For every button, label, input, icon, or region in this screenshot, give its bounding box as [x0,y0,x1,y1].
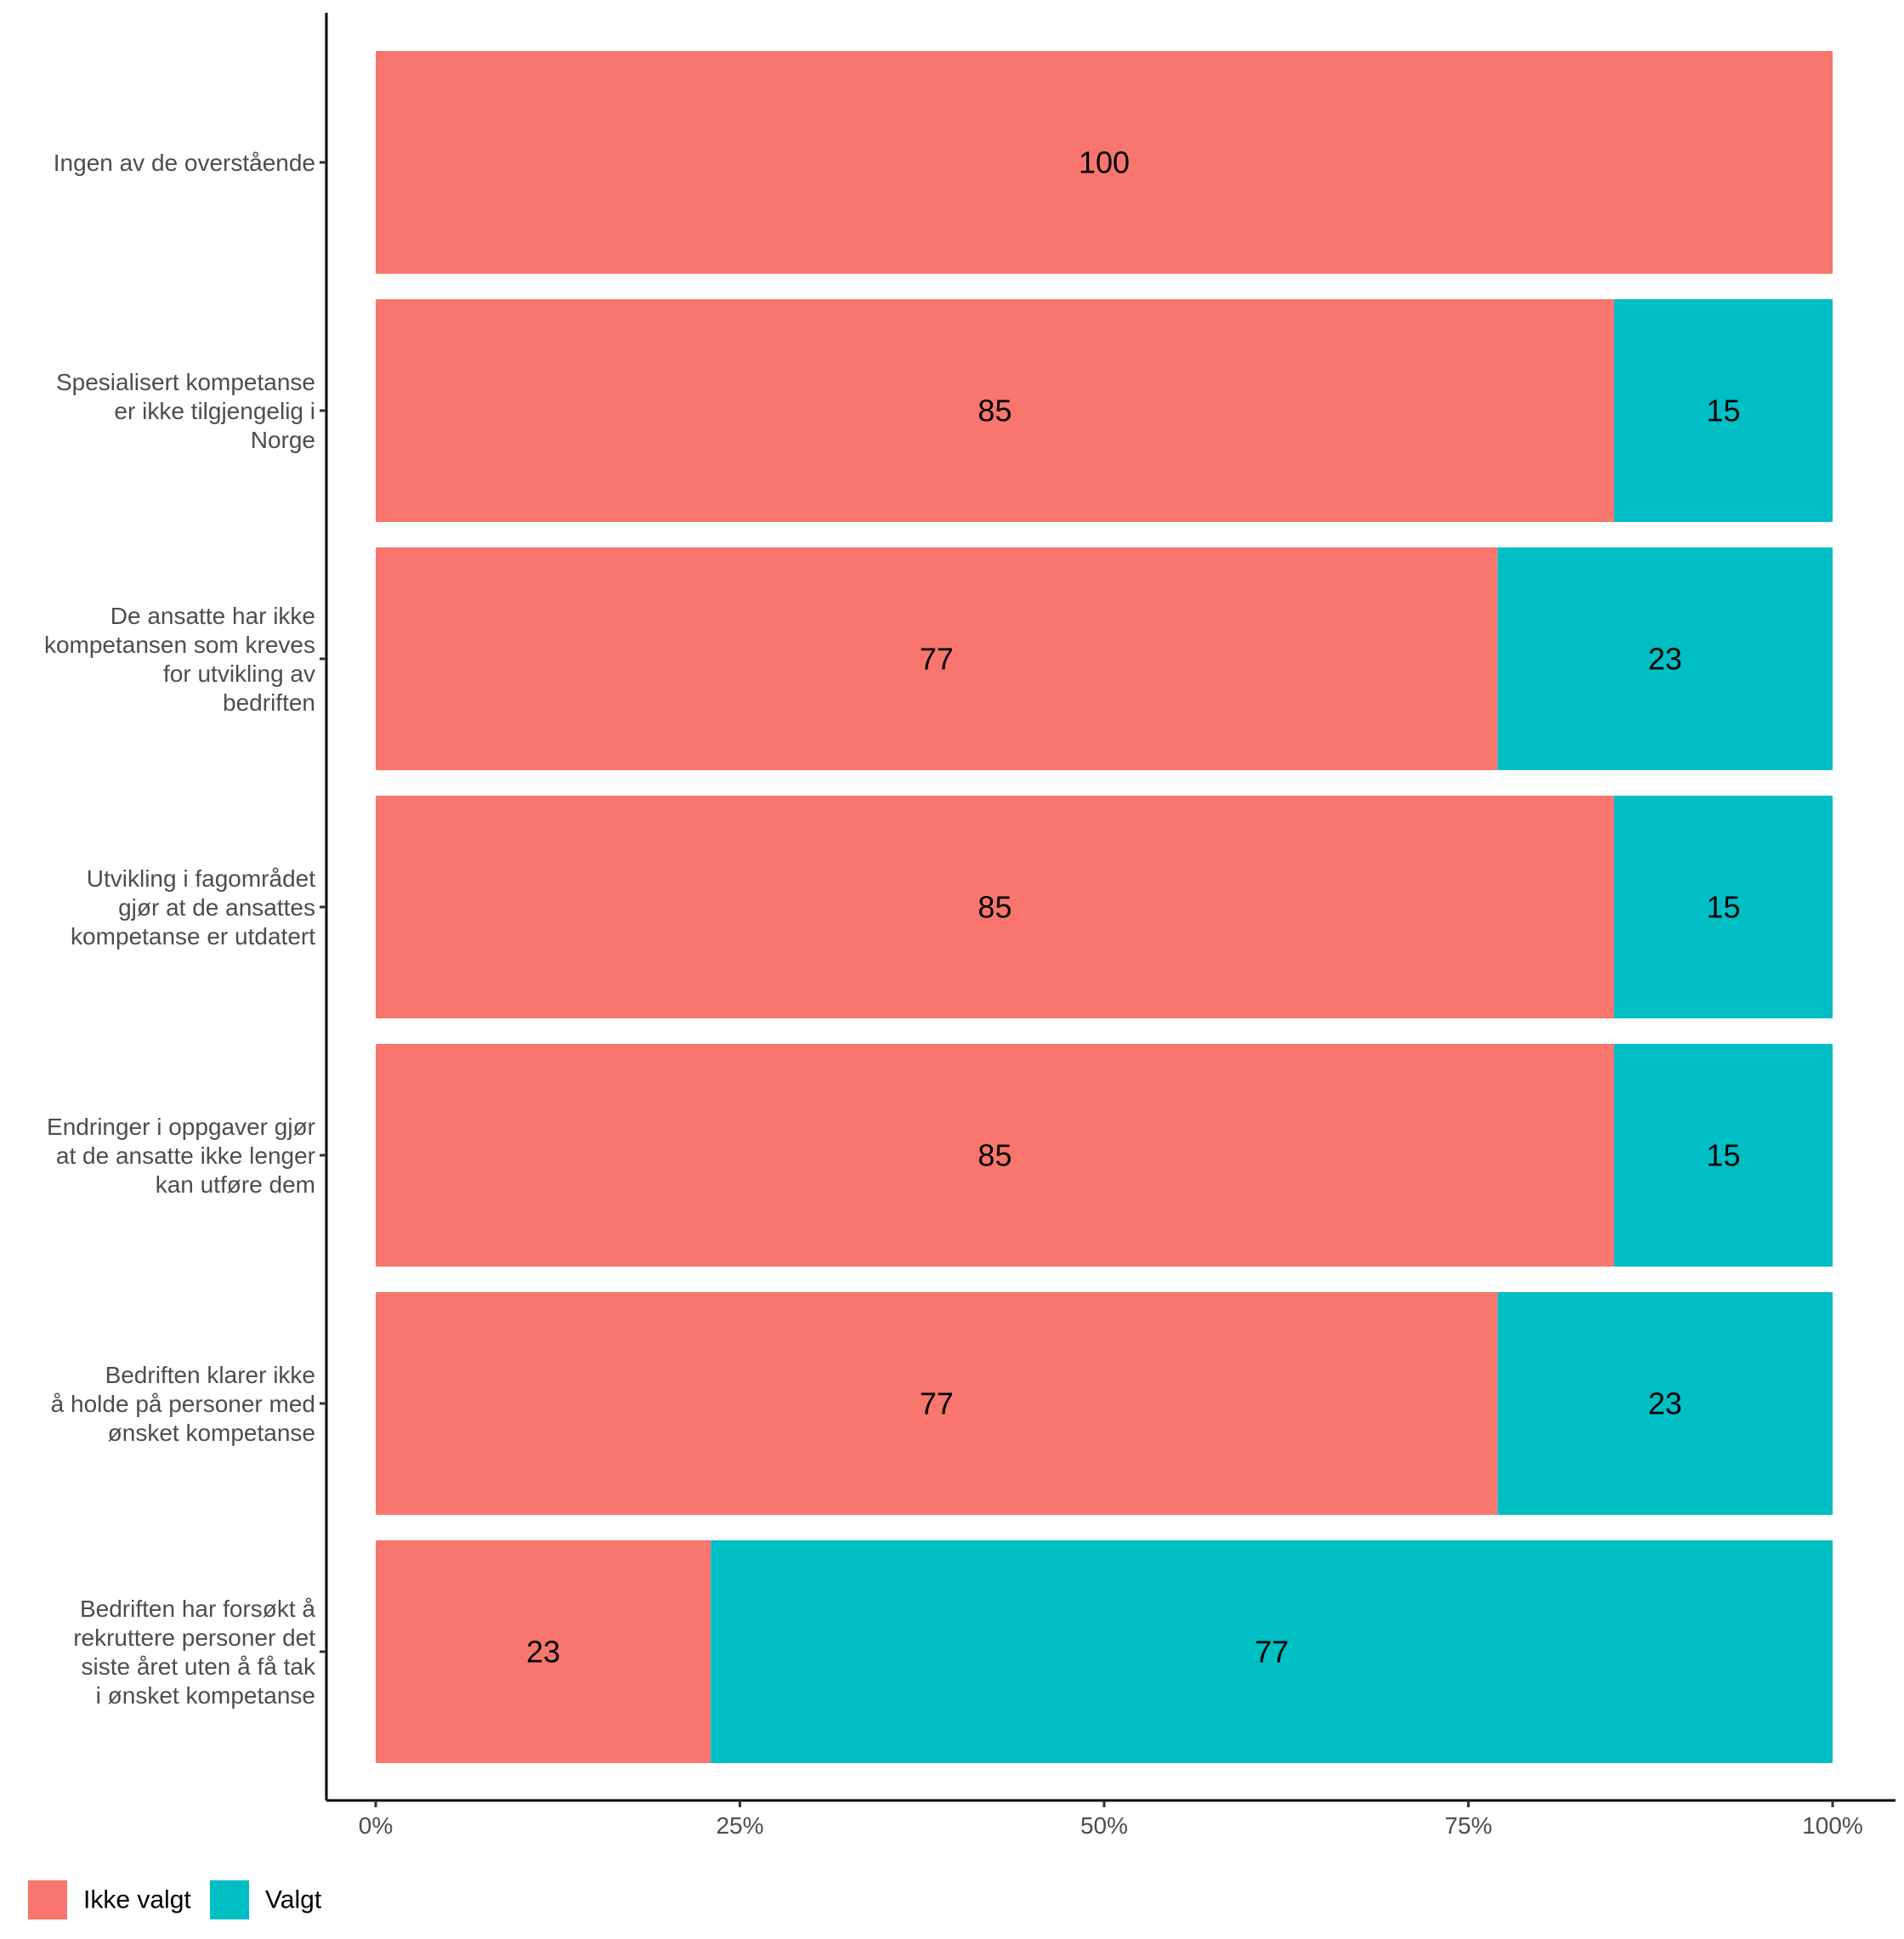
x-axis: 0% 25% 50% 75% 100% [359,1800,1863,1839]
y-tick-label-line: gjør at de ansattes [118,894,315,921]
bar-valgt-2 [1497,547,1833,770]
y-tick-label: Endringer i oppgaver gjør at de ansatte i… [47,1114,315,1198]
y-tick-label-line: Spesialisert kompetanse [56,369,315,395]
bar-ikke-valgt-0 [376,51,1833,274]
x-tick-label: 50% [1080,1812,1128,1839]
y-tick-label-line: i ønsket kompetanse [96,1682,315,1709]
legend-label: Valgt [265,1886,322,1914]
bar-valgt-5 [1497,1292,1833,1515]
y-tick-label-line: kan utføre dem [156,1171,315,1198]
bar-ikke-valgt-5 [376,1292,1498,1515]
legend: Ikke valgt Valgt [28,1880,322,1919]
y-tick-label-line: for utvikling av [163,661,315,687]
legend-swatch [210,1880,249,1919]
legend-label: Ikke valgt [83,1886,191,1914]
bar-ikke-valgt-4 [376,1044,1614,1267]
data-label: 15 [1706,890,1740,925]
y-tick-label: Bedriften har forsøkt å rekruttere person… [73,1596,316,1709]
y-tick-label: Spesialisert kompetanse er ikke tilgjenge… [56,369,315,453]
data-label: 15 [1706,1138,1740,1173]
y-tick-label-line: bedriften [223,689,315,716]
data-label: 85 [978,890,1012,925]
data-label: 77 [920,1386,954,1421]
x-tick-label: 75% [1444,1812,1492,1839]
y-tick-label: Bedriften klarer ikke å holde på personer… [51,1362,315,1446]
data-label: 77 [920,642,954,677]
y-tick-label-line: Ingen av de overstående [54,150,315,176]
y-tick-label-line: at de ansatte ikke lenger [56,1142,315,1169]
data-label: 85 [978,394,1012,428]
data-label: 85 [978,1138,1012,1173]
y-tick-label: Ingen av de overstående [54,150,315,176]
bar-valgt-6 [711,1540,1833,1763]
bar-valgt-4 [1613,1044,1833,1267]
bar-ikke-valgt-2 [376,547,1498,770]
bars-layer [376,51,1833,1763]
bar-valgt-3 [1613,796,1833,1018]
data-label: 100 [1079,145,1130,180]
data-label: 77 [1255,1635,1289,1670]
y-tick-label-line: kompetanse er utdatert [71,923,315,950]
data-label: 23 [526,1635,560,1670]
x-tick-label: 0% [359,1812,393,1839]
legend-swatch [28,1880,67,1919]
y-tick-label-line: rekruttere personer det [73,1624,315,1651]
bar-ikke-valgt-3 [376,796,1614,1018]
y-tick-label: De ansatte har ikke kompetansen som kreve… [44,603,315,716]
data-labels-layer: 100 85 15 77 23 85 15 85 15 77 23 23 77 [526,145,1740,1670]
data-label: 23 [1648,1386,1682,1421]
y-tick-label: Utvikling i fagområdet gjør at de ansatte… [71,865,315,950]
y-tick-label-line: å holde på personer med [51,1391,315,1417]
y-tick-label-line: Bedriften klarer ikke [105,1362,315,1388]
y-tick-label-line: ønsket kompetanse [108,1420,315,1446]
y-tick-label-line: er ikke tilgjengelig i [114,398,315,424]
y-tick-label-line: Endringer i oppgaver gjør [47,1114,315,1140]
y-tick-label-line: Utvikling i fagområdet [87,865,315,892]
y-axis: Ingen av de overstående Spesialisert komp… [44,150,326,1709]
y-tick-label-line: siste året uten å få tak [82,1653,316,1680]
x-tick-label: 25% [716,1812,763,1839]
y-tick-label-line: Bedriften har forsøkt å [80,1596,315,1622]
bar-ikke-valgt-1 [376,299,1614,522]
y-tick-label-line: Norge [251,427,315,453]
y-tick-label-line: De ansatte har ikke [110,603,315,629]
x-tick-label: 100% [1802,1812,1863,1839]
bar-valgt-1 [1613,299,1833,522]
data-label: 23 [1648,642,1682,677]
data-label: 15 [1706,394,1740,428]
y-tick-label-line: kompetansen som kreves [44,632,315,658]
bar-ikke-valgt-6 [376,1540,711,1763]
